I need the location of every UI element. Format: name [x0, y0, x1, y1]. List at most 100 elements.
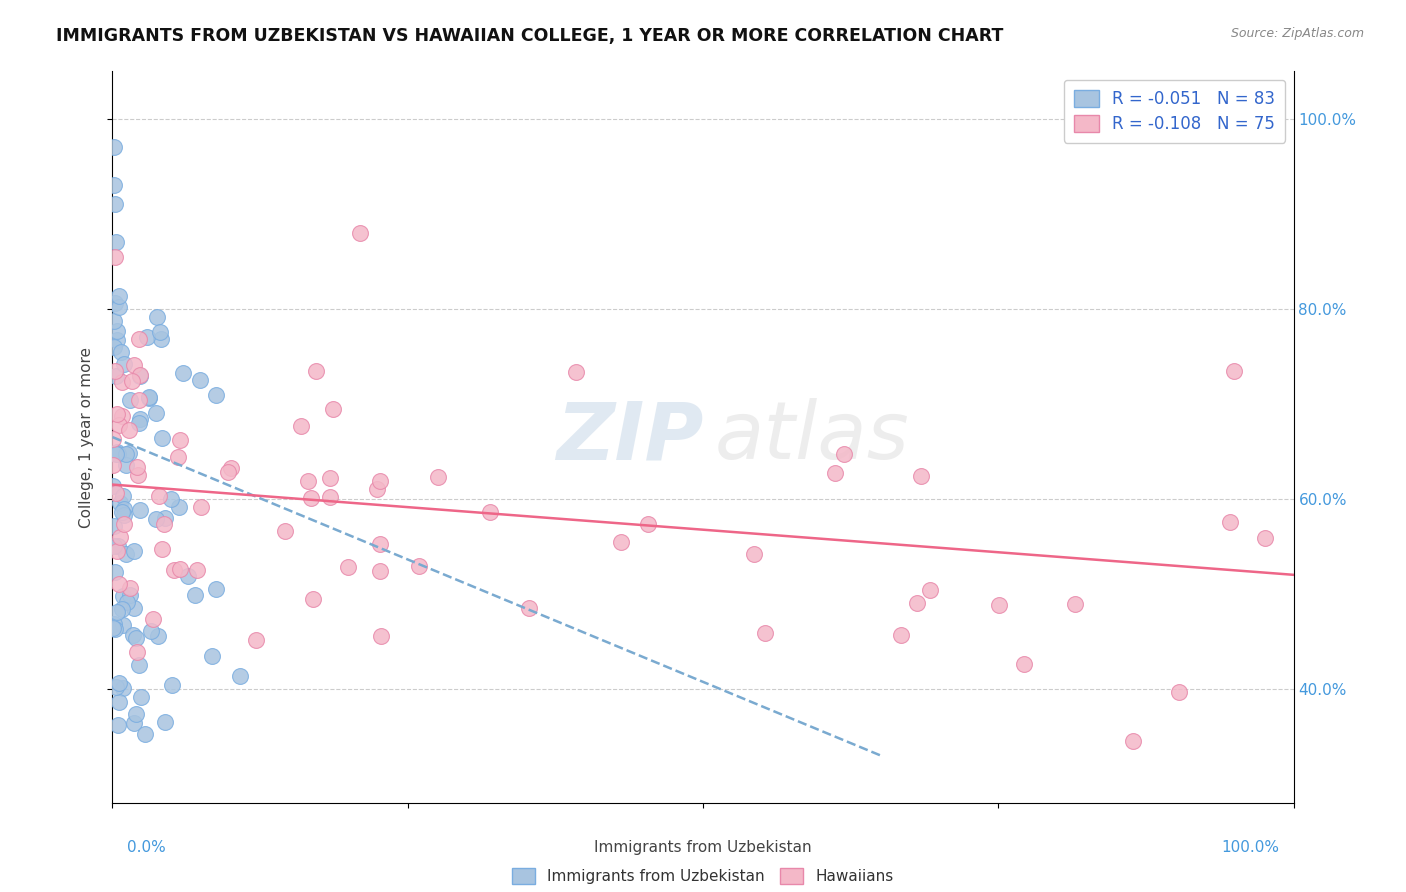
- Point: [368, 537, 391, 551]
- Point: [105, 235, 128, 250]
- Point: [103, 616, 125, 631]
- Point: [111, 505, 134, 519]
- Point: [108, 496, 131, 510]
- Point: [103, 518, 125, 533]
- Point: [104, 250, 127, 264]
- Point: [890, 627, 912, 641]
- Point: [107, 445, 129, 459]
- Text: ZIP: ZIP: [555, 398, 703, 476]
- Point: [160, 491, 183, 506]
- Point: [139, 624, 162, 639]
- Point: [112, 489, 135, 503]
- Text: Immigrants from Uzbekistan: Immigrants from Uzbekistan: [595, 840, 811, 855]
- Point: [115, 547, 138, 561]
- Point: [122, 358, 145, 372]
- Point: [112, 501, 135, 516]
- Point: [111, 618, 134, 632]
- Point: [1219, 515, 1241, 529]
- Point: [107, 418, 129, 433]
- Point: [349, 226, 371, 240]
- Point: [152, 516, 174, 531]
- Point: [120, 581, 142, 595]
- Point: [162, 563, 184, 577]
- Point: [121, 374, 143, 388]
- Point: [135, 330, 157, 344]
- Point: [150, 542, 173, 557]
- Point: [104, 485, 127, 500]
- Point: [754, 626, 776, 640]
- Point: [146, 629, 169, 643]
- Text: atlas: atlas: [714, 398, 910, 476]
- Point: [167, 500, 190, 514]
- Point: [120, 392, 142, 407]
- Point: [219, 460, 242, 475]
- Point: [112, 681, 135, 696]
- Point: [107, 447, 129, 461]
- Point: [610, 534, 633, 549]
- Point: [125, 631, 148, 645]
- Point: [104, 623, 127, 637]
- Point: [108, 300, 131, 314]
- Point: [118, 446, 141, 460]
- Point: [104, 565, 127, 579]
- Point: [274, 524, 297, 539]
- Point: [128, 411, 150, 425]
- Point: [201, 649, 224, 664]
- Point: [127, 645, 149, 659]
- Point: [124, 716, 146, 731]
- Point: [149, 326, 172, 340]
- Point: [204, 582, 226, 596]
- Point: [115, 595, 138, 609]
- Point: [108, 289, 131, 303]
- Point: [824, 466, 846, 480]
- Point: [368, 564, 391, 578]
- Point: [169, 562, 191, 576]
- Point: [108, 530, 131, 544]
- Point: [186, 563, 208, 577]
- Point: [124, 707, 146, 722]
- Point: [565, 365, 588, 379]
- Text: 100.0%: 100.0%: [1222, 840, 1279, 855]
- Point: [103, 340, 125, 354]
- Point: [517, 601, 540, 615]
- Point: [110, 345, 132, 359]
- Point: [112, 508, 135, 522]
- Point: [128, 658, 150, 673]
- Point: [118, 588, 141, 602]
- Point: [111, 589, 134, 603]
- Point: [1254, 532, 1277, 546]
- Point: [108, 695, 131, 709]
- Point: [318, 491, 340, 505]
- Point: [118, 423, 141, 437]
- Point: [105, 446, 128, 460]
- Point: [637, 516, 659, 531]
- Point: [166, 450, 188, 465]
- Point: [1122, 734, 1144, 748]
- Point: [111, 602, 134, 616]
- Point: [172, 367, 194, 381]
- Point: [103, 178, 125, 193]
- Point: [131, 690, 153, 704]
- Point: [366, 482, 388, 496]
- Point: [145, 310, 167, 324]
- Point: [322, 402, 344, 417]
- Point: [114, 458, 136, 472]
- Point: [910, 469, 932, 483]
- Point: [101, 479, 124, 493]
- Point: [368, 474, 391, 488]
- Point: [122, 600, 145, 615]
- Point: [1012, 657, 1035, 672]
- Point: [987, 598, 1010, 612]
- Point: [742, 547, 765, 561]
- Point: [918, 582, 941, 597]
- Text: 0.0%: 0.0%: [127, 840, 166, 855]
- Point: [188, 373, 211, 387]
- Point: [129, 369, 152, 384]
- Point: [160, 678, 183, 692]
- Point: [129, 368, 152, 382]
- Point: [155, 510, 177, 524]
- Point: [145, 406, 167, 420]
- Point: [105, 605, 128, 619]
- Point: [148, 489, 170, 503]
- Point: [1223, 363, 1246, 377]
